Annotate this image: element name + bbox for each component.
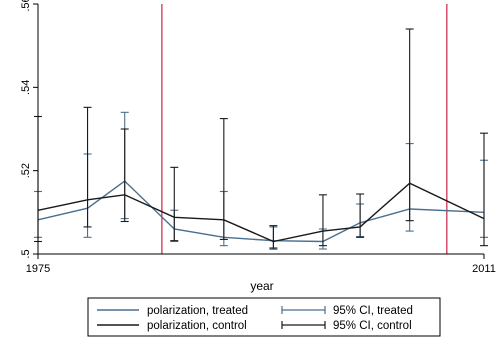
legend: polarization, treated 95% CI, treated pola… (87, 297, 441, 337)
legend-box (87, 297, 441, 337)
series-line (37, 182, 485, 243)
series-line (37, 180, 485, 243)
legend-label: polarization, treated (147, 305, 248, 317)
legend-label: 95% CI, treated (333, 305, 413, 317)
legend-label: polarization, control (147, 320, 247, 332)
axes: .5 .52 .54 .56 1975 2011 (20, 0, 496, 275)
y-tick-label: .5 (20, 249, 32, 258)
y-tick-label: .56 (20, 0, 32, 12)
y-tick-label: .54 (20, 80, 32, 95)
y-tick-label: .52 (20, 163, 32, 178)
plot-area (34, 4, 488, 254)
legend-label: 95% CI, control (333, 320, 412, 332)
x-axis-title: year (250, 279, 273, 293)
x-tick-label: 1975 (26, 263, 50, 275)
x-tick-label: 2011 (472, 263, 496, 275)
